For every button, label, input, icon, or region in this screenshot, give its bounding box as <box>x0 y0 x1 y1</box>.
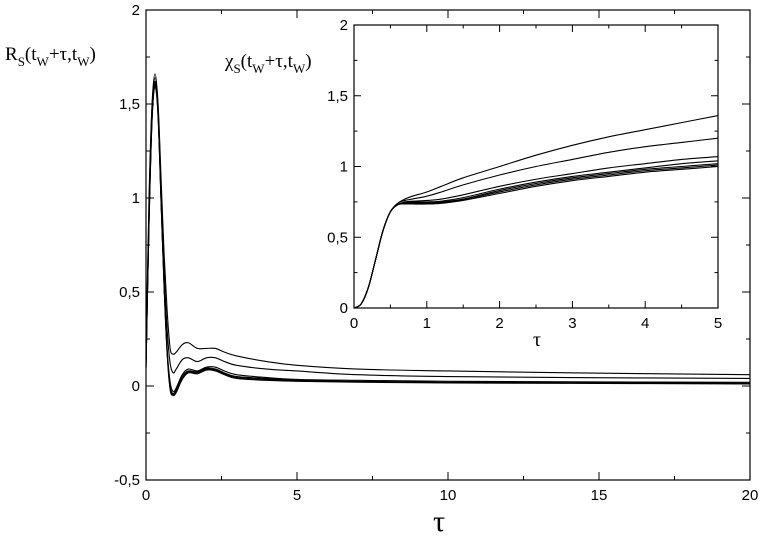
main-curves <box>145 73 751 397</box>
inset-plot: 0 1 2 3 4 5 0 0,5 1 1,5 2 <box>327 17 722 332</box>
inset-ticks: 0 1 2 3 4 5 0 0,5 1 1,5 2 <box>327 17 722 332</box>
main-y-tick-label: -0,5 <box>114 472 140 489</box>
inset-x-tick-label: 2 <box>495 315 503 332</box>
inset-y-tick-label: 0,5 <box>327 229 348 246</box>
main-y-axis-label: RS(tW+τ,tW) <box>5 44 96 69</box>
inset-y-axis-label: χS(tW+τ,tW) <box>224 51 312 76</box>
main-x-tick-label: 15 <box>591 487 608 504</box>
main-x-axis-label: τ <box>433 505 445 538</box>
inset-curves <box>353 115 719 309</box>
main-y-tick-label: 0 <box>132 378 140 395</box>
inset-x-tick-label: 4 <box>641 315 649 332</box>
main-x-tick-label: 10 <box>440 487 457 504</box>
main-x-tick-label: 20 <box>742 487 759 504</box>
main-y-tick-label: 1 <box>132 190 140 207</box>
main-x-tick-label: 5 <box>293 487 301 504</box>
inset-series-line-6 <box>353 165 719 309</box>
main-ticks: 0 5 10 15 20-0,500,511,52 <box>114 2 758 504</box>
inset-y-tick-label: 1,5 <box>327 88 348 105</box>
main-y-tick-label: 0,5 <box>119 284 140 301</box>
inset-x-tick-label: 3 <box>568 315 576 332</box>
main-plot: 0 5 10 15 20-0,500,511,52 <box>114 2 758 504</box>
inset-x-tick-label: 5 <box>714 315 722 332</box>
inset-x-tick-label: 1 <box>423 315 431 332</box>
inset-x-tick-label: 0 <box>350 315 358 332</box>
inset-y-tick-label: 2 <box>340 17 348 34</box>
main-y-tick-label: 1,5 <box>119 96 140 113</box>
inset-x-axis-label: τ <box>533 329 541 351</box>
inset-y-tick-label: 0 <box>340 300 348 317</box>
main-x-tick-label: 0 <box>142 487 150 504</box>
main-series-line-0 <box>145 73 751 376</box>
inset-y-tick-label: 1 <box>340 159 348 176</box>
main-y-tick-label: 2 <box>132 2 140 19</box>
main-series-line-5 <box>145 86 751 397</box>
